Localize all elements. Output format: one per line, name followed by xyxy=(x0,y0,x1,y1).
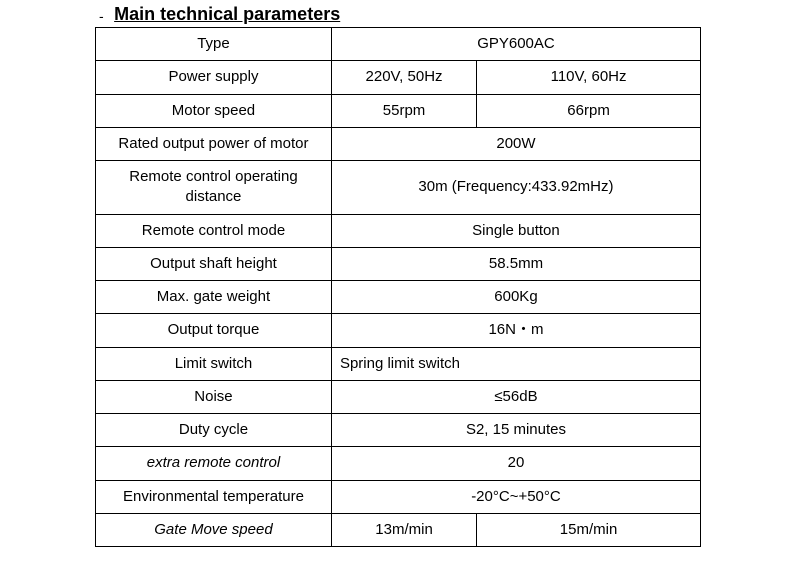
param-label: Duty cycle xyxy=(96,414,332,447)
param-label: Output torque xyxy=(96,314,332,347)
param-label: Limit switch xyxy=(96,347,332,380)
param-label: Environmental temperature xyxy=(96,480,332,513)
param-value: ≤56dB xyxy=(331,380,700,413)
param-label: Gate Move speed xyxy=(96,513,332,546)
param-value: S2, 15 minutes xyxy=(331,414,700,447)
parameters-table: Type GPY600AC Power supply 220V, 50Hz 11… xyxy=(95,27,701,547)
bullet-dash: - xyxy=(99,8,104,24)
table-row: Max. gate weight 600Kg xyxy=(96,281,701,314)
param-label: Type xyxy=(96,28,332,61)
table-row: Rated output power of motor 200W xyxy=(96,127,701,160)
param-label: Max. gate weight xyxy=(96,281,332,314)
table-row: Limit switch Spring limit switch xyxy=(96,347,701,380)
param-value: 66rpm xyxy=(477,94,701,127)
param-value: 55rpm xyxy=(331,94,476,127)
param-value: 600Kg xyxy=(331,281,700,314)
param-value: Spring limit switch xyxy=(331,347,700,380)
table-row: Remote control operating distance 30m (F… xyxy=(96,161,701,215)
param-value: 16N・m xyxy=(331,314,700,347)
table-row: Type GPY600AC xyxy=(96,28,701,61)
param-label: Remote control mode xyxy=(96,214,332,247)
table-row: Gate Move speed 13m/min 15m/min xyxy=(96,513,701,546)
table-row: Environmental temperature -20°C~+50°C xyxy=(96,480,701,513)
param-value: 30m (Frequency:433.92mHz) xyxy=(331,161,700,215)
table-row: Remote control mode Single button xyxy=(96,214,701,247)
param-value: GPY600AC xyxy=(331,28,700,61)
param-value: -20°C~+50°C xyxy=(331,480,700,513)
table-row: Output shaft height 58.5mm xyxy=(96,247,701,280)
param-value: 15m/min xyxy=(477,513,701,546)
param-label: Output shaft height xyxy=(96,247,332,280)
param-value: Single button xyxy=(331,214,700,247)
param-value: 58.5mm xyxy=(331,247,700,280)
param-value: 200W xyxy=(331,127,700,160)
table-row: Duty cycle S2, 15 minutes xyxy=(96,414,701,447)
param-label: extra remote control xyxy=(96,447,332,480)
page-wrapper: - Main technical parameters Type GPY600A… xyxy=(0,0,801,547)
param-label: Rated output power of motor xyxy=(96,127,332,160)
param-label: Noise xyxy=(96,380,332,413)
title-row: - Main technical parameters xyxy=(95,0,701,27)
page-title: Main technical parameters xyxy=(114,4,340,24)
table-row: Output torque 16N・m xyxy=(96,314,701,347)
param-value: 220V, 50Hz xyxy=(331,61,476,94)
param-value: 110V, 60Hz xyxy=(477,61,701,94)
table-row: extra remote control 20 xyxy=(96,447,701,480)
param-label: Motor speed xyxy=(96,94,332,127)
table-row: Noise ≤56dB xyxy=(96,380,701,413)
table-row: Power supply 220V, 50Hz 110V, 60Hz xyxy=(96,61,701,94)
param-value: 13m/min xyxy=(331,513,476,546)
param-label: Remote control operating distance xyxy=(96,161,332,215)
param-label: Power supply xyxy=(96,61,332,94)
table-row: Motor speed 55rpm 66rpm xyxy=(96,94,701,127)
param-value: 20 xyxy=(331,447,700,480)
